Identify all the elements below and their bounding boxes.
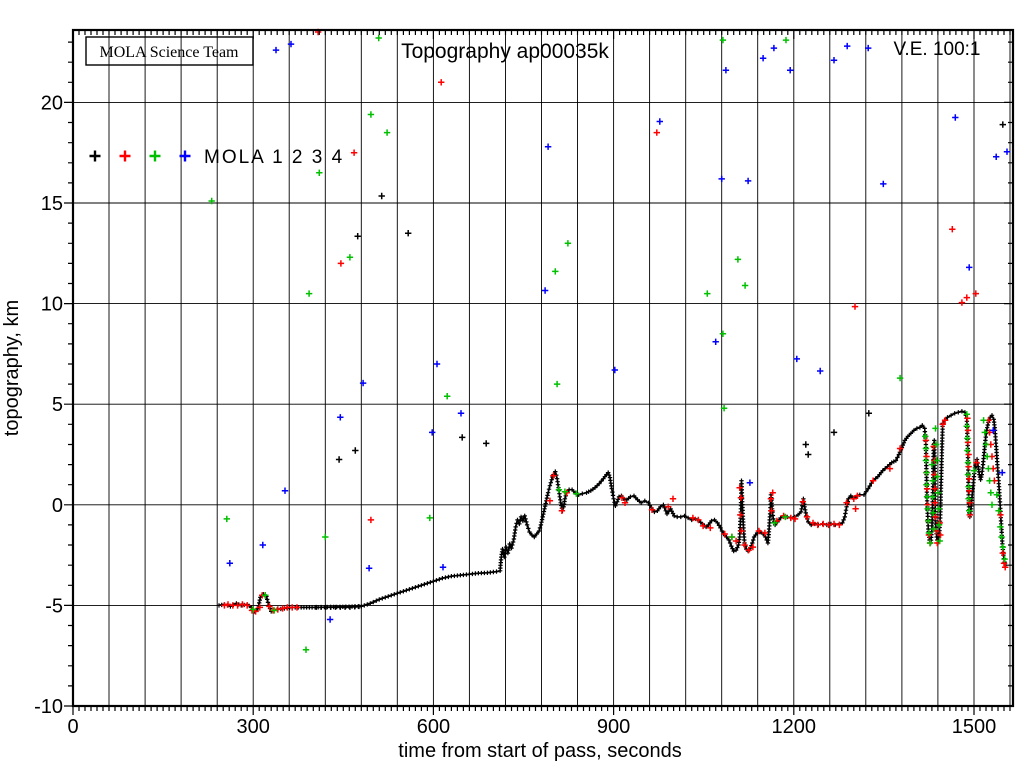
credit-box — [85, 36, 254, 66]
axes-layer — [64, 28, 1015, 715]
credit-label: MOLA Science Team — [100, 44, 240, 61]
grid-lines — [73, 30, 1013, 706]
series-mola-1-scatter — [313, 121, 1006, 610]
legend-marker-layer — [89, 150, 191, 162]
series-mola-3-scatter — [208, 34, 1008, 653]
y-tick-label: -5 — [45, 595, 63, 617]
data-layer — [208, 28, 1011, 653]
x-tick-label: 0 — [67, 716, 78, 738]
y-tick-label: 15 — [41, 193, 63, 215]
y-axis-title: topography, km — [1, 300, 23, 436]
series-mola-1-markers — [216, 409, 1008, 614]
legend-marker-mola-3 — [149, 150, 161, 162]
series-mola-4-scatter — [226, 40, 1011, 623]
legend-label: MOLA 1 2 3 4 — [204, 147, 344, 168]
x-axis-title: time from start of pass, seconds — [398, 740, 681, 762]
y-tick-label: 20 — [41, 92, 63, 114]
legend-marker-mola-4 — [179, 150, 191, 162]
x-tick-label: 1200 — [772, 716, 817, 738]
vertical-exaggeration-label: V.E. 100:1 — [894, 39, 981, 60]
legend-marker-mola-2 — [119, 150, 131, 162]
plot-border — [71, 28, 1015, 708]
x-tick-label: 900 — [597, 716, 630, 738]
y-tick-label: 5 — [52, 394, 63, 416]
y-tick-label: 10 — [41, 294, 63, 316]
y-tick-label: -10 — [34, 696, 63, 718]
tick-label-layer: 0 300 600 900 1200 1500 -10 -5 0 5 10 15 20 — [34, 92, 996, 738]
x-tick-label: 1500 — [952, 716, 997, 738]
y-tick-label: 0 — [52, 495, 63, 517]
series-mola-2-scatter — [221, 28, 1009, 615]
axis-ticks — [64, 30, 1013, 715]
legend-marker-mola-1 — [89, 150, 101, 162]
chart-title: Topography ap00035k — [401, 40, 609, 63]
x-tick-label: 600 — [417, 716, 450, 738]
grid-layer — [73, 30, 1013, 706]
series-mola-1-line — [218, 410, 1007, 613]
x-tick-label: 300 — [237, 716, 270, 738]
